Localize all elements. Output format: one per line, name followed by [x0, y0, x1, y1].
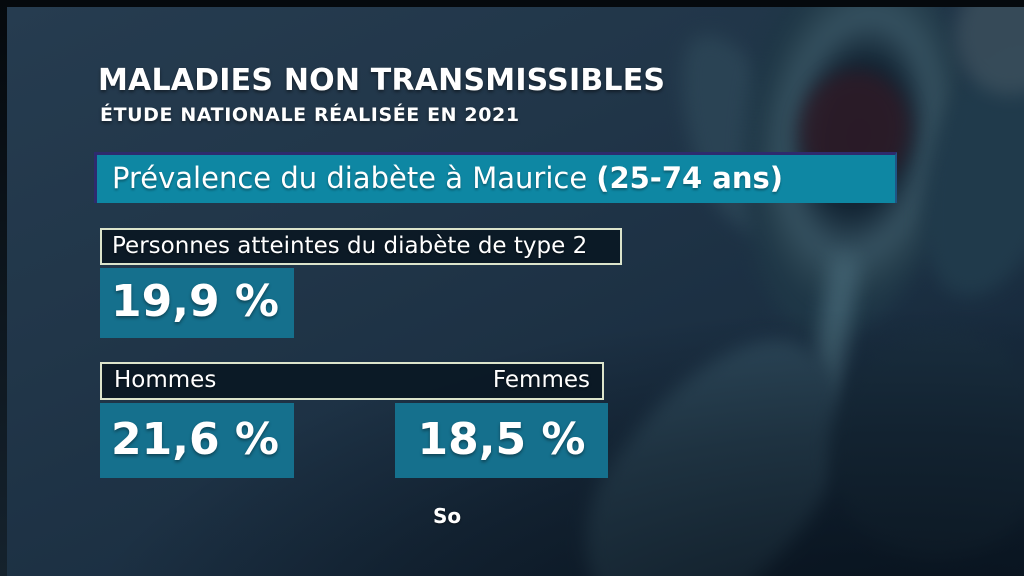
- gender-label-box: Hommes Femmes: [100, 362, 604, 400]
- topic-banner: Prévalence du diabète à Maurice (25-74 an…: [94, 152, 897, 203]
- left-edge-strip: [0, 0, 7, 576]
- male-value-text: 21,6 %: [111, 414, 279, 465]
- top-edge-strip: [0, 0, 1024, 7]
- page-title: MALADIES NON TRANSMISSIBLES: [98, 63, 666, 98]
- female-value-box: 18,5 %: [395, 403, 608, 478]
- overall-label-box: Personnes atteintes du diabète de type 2: [100, 228, 622, 265]
- female-label-text: Femmes: [492, 367, 590, 393]
- female-value-text: 18,5 %: [417, 414, 586, 465]
- page-subtitle: ÉTUDE NATIONALE RÉALISÉE EN 2021: [100, 104, 520, 126]
- overall-label-text: Personnes atteintes du diabète de type 2: [112, 233, 588, 259]
- banner-age-range: (25-74 ans): [596, 161, 784, 195]
- source-text-partial: So: [433, 504, 462, 528]
- banner-text: Prévalence du diabète à Maurice: [112, 161, 588, 195]
- overall-value-text: 19,9 %: [111, 276, 279, 327]
- male-value-box: 21,6 %: [100, 403, 294, 478]
- overall-value-box: 19,9 %: [100, 268, 294, 338]
- male-label-text: Hommes: [114, 367, 217, 393]
